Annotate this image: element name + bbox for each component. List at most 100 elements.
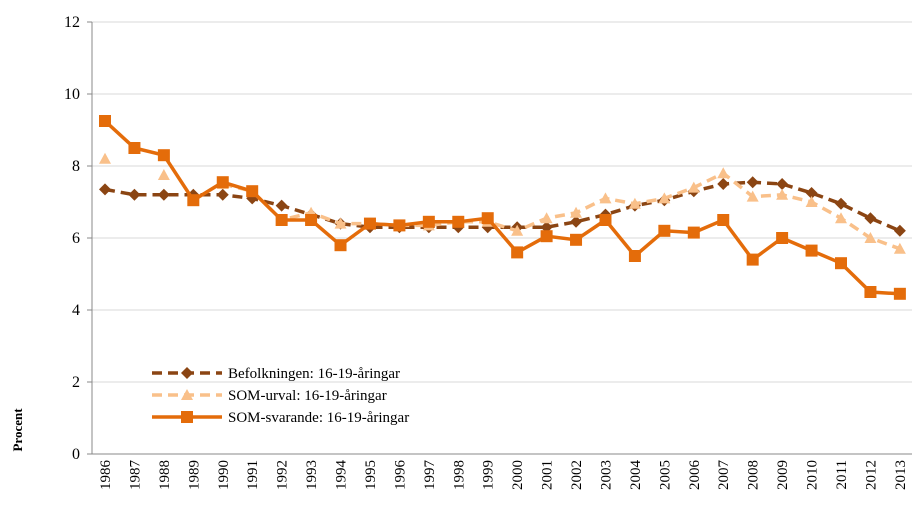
- point: [422, 215, 435, 228]
- x-tick-label: 2002: [569, 460, 585, 490]
- x-tick-label: 1995: [363, 460, 379, 490]
- legend-label: SOM-urval: 16-19-åringar: [228, 388, 387, 404]
- point: [746, 176, 759, 189]
- point: [216, 188, 229, 201]
- x-tick-label: 2007: [716, 460, 732, 491]
- y-tick-label: 10: [64, 86, 80, 103]
- point: [452, 215, 465, 228]
- point: [893, 242, 906, 254]
- x-tick-label: 2012: [863, 460, 879, 490]
- y-tick-label: 2: [72, 374, 80, 391]
- point: [99, 115, 111, 127]
- point: [835, 197, 847, 210]
- point: [746, 253, 759, 266]
- point: [511, 246, 524, 259]
- series-line: [103, 119, 900, 296]
- series-line: [104, 180, 901, 233]
- point: [805, 244, 818, 257]
- x-tick-label: 2008: [746, 460, 762, 490]
- point: [363, 217, 376, 230]
- y-tick-label: 4: [72, 302, 80, 319]
- y-tick-label: 8: [72, 158, 80, 175]
- point: [128, 142, 141, 154]
- x-tick-label: 2010: [805, 460, 821, 490]
- point: [717, 214, 730, 226]
- point: [776, 178, 789, 190]
- x-tick-label: 1994: [334, 460, 350, 491]
- point: [893, 287, 906, 300]
- point: [776, 232, 789, 244]
- point: [540, 212, 553, 224]
- point: [628, 250, 641, 262]
- x-tick-label: 1997: [422, 460, 438, 491]
- x-tick-label: 1987: [127, 460, 143, 491]
- point: [157, 188, 170, 201]
- point: [599, 214, 612, 226]
- point: [717, 178, 730, 190]
- point: [687, 181, 700, 193]
- point: [599, 192, 612, 204]
- x-tick-label: 2004: [628, 460, 644, 491]
- point: [835, 257, 847, 270]
- point: [99, 183, 111, 196]
- point: [658, 192, 671, 204]
- point: [864, 232, 877, 243]
- point: [157, 149, 170, 162]
- x-tick-label: 2006: [687, 460, 703, 491]
- x-tick-label: 1989: [186, 460, 202, 490]
- point: [864, 286, 877, 298]
- point: [393, 219, 406, 232]
- point: [216, 176, 229, 189]
- x-tick-label: 2009: [775, 460, 791, 490]
- point: [99, 152, 111, 164]
- x-tick-label: 1998: [451, 460, 467, 490]
- y-tick-label: 6: [72, 230, 80, 247]
- point: [334, 239, 347, 252]
- x-tick-label: 2003: [598, 460, 614, 490]
- legend-marker: [181, 389, 193, 400]
- point: [570, 215, 583, 228]
- x-tick-label: 2011: [834, 460, 850, 489]
- x-tick-label: 2000: [510, 460, 526, 490]
- point: [570, 206, 583, 218]
- point: [334, 217, 347, 229]
- point: [864, 212, 877, 225]
- x-tick-label: 1996: [392, 460, 408, 491]
- point: [511, 224, 524, 236]
- x-tick-label: 1988: [157, 460, 173, 490]
- legend-marker: [181, 411, 193, 423]
- x-tick-label: 1999: [481, 460, 497, 490]
- point: [835, 212, 847, 224]
- point: [540, 230, 553, 243]
- point: [275, 214, 288, 226]
- point: [746, 190, 759, 202]
- legend-label: SOM-svarande: 16-19-åringar: [228, 410, 409, 426]
- x-tick-label: 1990: [216, 460, 232, 490]
- point: [187, 194, 200, 207]
- point: [570, 233, 583, 246]
- y-axis-label: Procent: [10, 408, 25, 452]
- x-tick-label: 2013: [893, 460, 909, 490]
- point: [246, 185, 259, 198]
- point: [658, 224, 671, 237]
- x-tick-label: 1991: [245, 460, 261, 490]
- series-line: [222, 171, 901, 251]
- legend-marker: [181, 367, 193, 379]
- point: [805, 187, 818, 199]
- x-tick-label: 1993: [304, 460, 320, 490]
- point: [305, 214, 318, 226]
- point: [628, 197, 641, 209]
- y-tick-label: 12: [64, 14, 80, 31]
- point: [893, 224, 906, 237]
- x-tick-label: 1992: [275, 460, 291, 490]
- y-tick-label: 0: [72, 446, 80, 463]
- x-tick-label: 2001: [540, 460, 556, 490]
- point: [805, 196, 818, 207]
- point: [776, 188, 789, 200]
- x-tick-label: 2005: [657, 460, 673, 490]
- point: [128, 188, 141, 201]
- point: [275, 199, 288, 212]
- x-tick-label: 1986: [98, 460, 114, 491]
- point: [717, 167, 730, 179]
